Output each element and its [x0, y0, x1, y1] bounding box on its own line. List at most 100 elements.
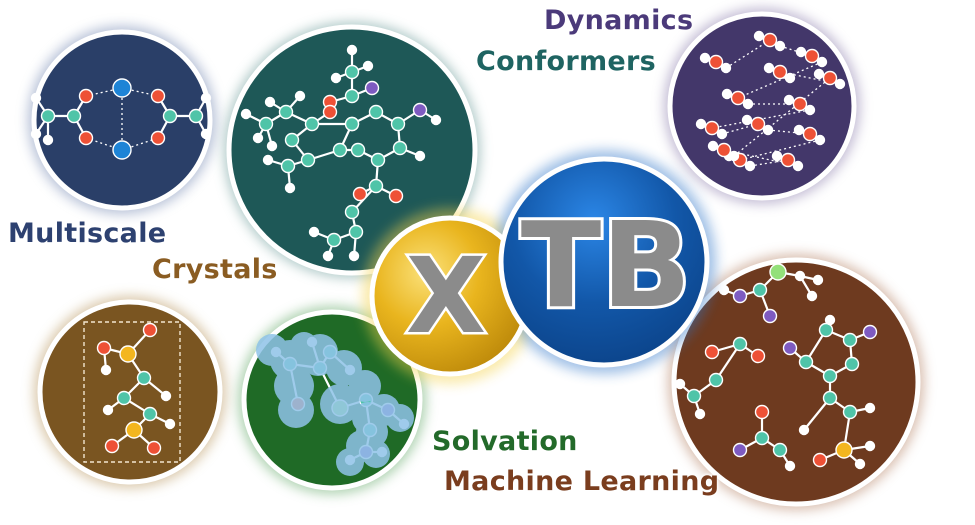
machine-learning-atom	[864, 440, 876, 452]
machine-learning-atom	[806, 290, 818, 302]
conformers-atom	[388, 188, 404, 204]
conformers-atom	[252, 132, 264, 144]
dynamics-atom	[762, 124, 774, 136]
machine-learning-atom	[782, 340, 798, 356]
dynamics-atom	[716, 128, 728, 140]
conformers-atom	[390, 116, 406, 132]
machine-learning-atom	[835, 441, 853, 459]
dynamics-atom	[730, 90, 746, 106]
crystals-atom	[96, 340, 112, 356]
crystals-atom	[116, 390, 132, 406]
conformers-atom	[364, 80, 380, 96]
conformers-atom	[294, 90, 306, 102]
label-multiscale: Multiscale	[8, 218, 167, 249]
conformers-atom	[344, 64, 360, 80]
machine-learning-atom	[864, 402, 876, 414]
dynamics-atom	[728, 150, 740, 162]
multiscale-atom	[150, 88, 166, 104]
machine-learning-bond	[715, 343, 741, 381]
solvation-cavity	[256, 332, 414, 476]
conformers-atom	[368, 104, 384, 120]
conformers-atom	[262, 154, 274, 166]
conformers-atom	[346, 44, 358, 56]
conformers-atom	[258, 116, 274, 132]
conformers-atom	[344, 204, 360, 220]
dynamics-atom	[771, 150, 783, 162]
machine-learning-atom	[824, 314, 836, 326]
machine-learning-atom	[708, 372, 724, 388]
crystals-atom	[164, 418, 176, 430]
dynamics-hbond	[737, 61, 823, 99]
dynamics-atom	[721, 88, 733, 100]
machine-learning-atom	[762, 308, 778, 324]
machine-learning-atom	[694, 408, 706, 420]
dynamics-atom	[792, 96, 808, 112]
dynamics-atom	[716, 142, 732, 158]
label-conformers: Conformers	[476, 46, 657, 77]
tb-logo-letters: TB	[521, 196, 691, 334]
machine-learning-atom	[784, 460, 796, 472]
dynamics-circle	[667, 11, 857, 201]
dynamics-atom	[699, 52, 711, 64]
conformers-atom	[412, 102, 428, 118]
dynamics-atom	[792, 160, 804, 172]
crystals-atom	[100, 364, 112, 376]
dynamics-hbond	[733, 77, 831, 157]
dynamics-atom	[793, 124, 805, 136]
dynamics-atom	[795, 46, 807, 58]
dynamics-hbond	[739, 139, 821, 161]
multiscale-atom	[162, 108, 178, 124]
machine-learning-atom	[674, 378, 686, 390]
conformers-atom	[344, 88, 360, 104]
multiscale-atom	[40, 108, 56, 124]
dynamics-atom	[753, 30, 765, 42]
conformers-atom	[264, 96, 276, 108]
conformers-atom	[304, 116, 320, 132]
dynamics-atom	[804, 104, 816, 116]
conformers-atom	[348, 250, 360, 262]
crystals-atom	[142, 406, 158, 422]
multiscale-atom	[200, 128, 212, 140]
machine-learning-atom	[754, 430, 770, 446]
multiscale-atom	[42, 134, 54, 146]
crystals-atom	[146, 440, 162, 456]
conformers-atom	[370, 152, 386, 168]
conformers-atom	[352, 186, 368, 202]
label-solvation: Solvation	[432, 426, 578, 457]
conformers-atom	[430, 114, 442, 126]
conformers-atom	[278, 104, 294, 120]
machine-learning-atom	[842, 404, 858, 420]
conformers-atom	[392, 140, 408, 156]
crystals-atom	[136, 370, 152, 386]
tb-logo-circle	[498, 156, 710, 368]
conformers-atom	[414, 150, 426, 162]
dynamics-hbond	[711, 109, 811, 129]
conformers-atom	[266, 140, 278, 152]
dynamics-atom	[802, 126, 818, 142]
crystal-unit-cell	[83, 321, 181, 463]
conformers-atom	[344, 116, 360, 132]
machine-learning-atom	[812, 452, 828, 468]
dynamics-atom	[780, 152, 796, 168]
dynamics-atom	[804, 48, 820, 64]
machine-learning-atom	[732, 288, 748, 304]
machine-learning-atom	[718, 284, 730, 296]
crystals-atom	[142, 322, 158, 338]
dynamics-atom	[741, 114, 753, 126]
dynamics-atom	[720, 62, 732, 74]
dynamics-atom	[822, 70, 838, 86]
conformers-atom	[300, 152, 316, 168]
dynamics-atom	[784, 72, 796, 84]
conformers-atom	[330, 72, 342, 84]
dynamics-atom	[774, 40, 786, 52]
machine-learning-atom	[818, 322, 834, 338]
dynamics-atom	[742, 98, 754, 110]
dynamics-atom	[813, 68, 825, 80]
conformers-atom	[348, 224, 364, 240]
multiscale-atom	[188, 108, 204, 124]
multiscale-atom	[112, 140, 132, 160]
label-crystals: Crystals	[152, 254, 278, 285]
dynamics-atom	[695, 118, 707, 130]
conformers-atom	[368, 178, 384, 194]
